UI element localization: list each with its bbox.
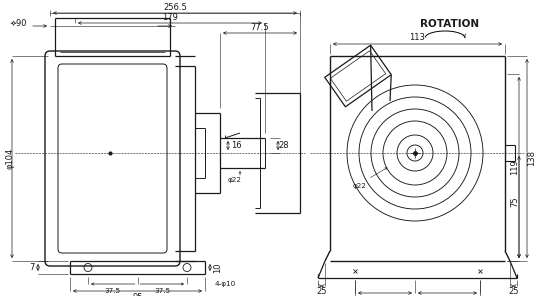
Text: φ22: φ22 — [228, 177, 242, 183]
Text: 113: 113 — [409, 33, 426, 43]
Text: 119: 119 — [510, 160, 519, 175]
Text: 10: 10 — [213, 262, 222, 273]
Text: 138: 138 — [528, 150, 537, 166]
Text: φ104: φ104 — [5, 148, 15, 169]
Text: 37.5: 37.5 — [154, 288, 170, 294]
Text: 179: 179 — [162, 14, 178, 22]
Text: ROTATION: ROTATION — [421, 19, 480, 29]
Text: 256.5: 256.5 — [163, 4, 187, 12]
Text: 75: 75 — [510, 197, 519, 207]
Text: 16: 16 — [231, 141, 241, 150]
Text: 7: 7 — [29, 263, 35, 272]
Text: 95: 95 — [132, 292, 143, 296]
Text: 4-φ10: 4-φ10 — [215, 281, 237, 287]
Text: ✧90: ✧90 — [9, 18, 27, 28]
Text: φ22: φ22 — [353, 183, 367, 189]
Text: 25: 25 — [316, 287, 327, 296]
Text: 25: 25 — [508, 287, 519, 296]
Text: 77.5: 77.5 — [251, 23, 269, 33]
Text: 37.5: 37.5 — [105, 288, 121, 294]
Text: 28: 28 — [279, 141, 289, 150]
